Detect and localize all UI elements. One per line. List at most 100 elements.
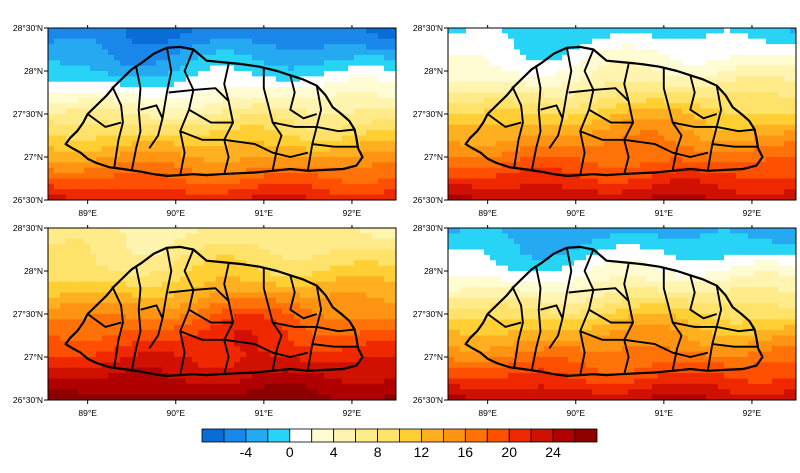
field-cell	[454, 151, 461, 158]
field-cell	[216, 130, 223, 137]
field-cell	[760, 146, 767, 153]
field-cell	[246, 65, 253, 72]
field-cell	[240, 119, 247, 126]
field-cell	[138, 233, 145, 240]
field-cell	[144, 108, 151, 115]
field-cell	[784, 108, 791, 115]
field-cell	[670, 54, 677, 61]
field-cell	[270, 140, 277, 147]
field-cell	[294, 178, 301, 185]
field-cell	[372, 297, 379, 304]
field-cell	[108, 254, 115, 261]
field-cell	[348, 167, 355, 174]
field-cell	[222, 254, 229, 261]
field-cell	[48, 162, 55, 169]
field-cell	[772, 81, 779, 88]
field-cell	[144, 281, 151, 288]
field-cell	[610, 183, 617, 190]
field-cell	[324, 292, 331, 299]
field-cell	[228, 173, 235, 180]
field-cell	[670, 140, 677, 147]
field-cell	[616, 103, 623, 110]
field-cell	[628, 167, 635, 174]
field-cell	[366, 60, 373, 67]
field-cell	[330, 335, 337, 342]
field-cell	[682, 130, 689, 137]
field-cell	[646, 60, 653, 67]
field-cell	[288, 228, 295, 234]
field-cell	[186, 60, 193, 67]
field-cell	[706, 119, 713, 126]
field-cell	[312, 194, 319, 200]
field-cell	[102, 44, 109, 51]
field-cell	[336, 87, 343, 94]
field-cell	[372, 281, 379, 288]
field-cell	[682, 103, 689, 110]
field-cell	[168, 108, 175, 115]
field-cell	[658, 97, 665, 104]
field-cell	[460, 28, 467, 34]
field-cell	[742, 119, 749, 126]
field-cell	[132, 114, 139, 120]
field-cell	[372, 271, 379, 277]
field-cell	[466, 33, 473, 40]
field-cell	[90, 276, 97, 283]
field-cell	[754, 124, 761, 131]
field-cell	[276, 183, 283, 190]
field-cell	[592, 124, 599, 131]
field-cell	[574, 81, 581, 88]
field-cell	[592, 162, 599, 169]
field-cell	[592, 33, 599, 40]
field-cell	[330, 97, 337, 104]
field-cell	[520, 38, 527, 45]
field-cell	[96, 254, 103, 261]
field-cell	[384, 124, 391, 131]
field-cell	[448, 189, 455, 196]
field-cell	[664, 60, 671, 67]
field-cell	[60, 146, 67, 153]
field-cell	[126, 151, 133, 158]
field-cell	[312, 151, 319, 158]
field-cell	[760, 162, 767, 169]
field-cell	[186, 297, 193, 304]
field-cell	[616, 135, 623, 142]
field-cell	[366, 297, 373, 304]
field-cell	[484, 65, 491, 72]
field-cell	[790, 97, 796, 104]
field-cell	[366, 97, 373, 104]
field-cell	[174, 260, 181, 267]
field-cell	[198, 140, 205, 147]
lat-tick-label: 27°N	[424, 152, 443, 162]
field-cell	[288, 254, 295, 261]
field-cell	[384, 157, 391, 163]
field-cell	[54, 76, 61, 83]
field-cell	[772, 71, 779, 77]
field-cell	[646, 119, 653, 126]
field-cell	[90, 76, 97, 83]
field-cell	[168, 228, 175, 234]
field-cell	[282, 324, 289, 331]
field-cell	[306, 335, 313, 342]
field-cell	[790, 194, 796, 200]
field-cell	[270, 124, 277, 131]
field-cell	[108, 44, 115, 51]
field-cell	[324, 228, 331, 234]
field-cell	[144, 303, 151, 310]
field-cell	[472, 71, 479, 77]
field-cell	[180, 271, 187, 277]
field-cell	[90, 71, 97, 77]
field-cell	[772, 114, 779, 120]
field-cell	[84, 124, 91, 131]
field-cell	[90, 260, 97, 267]
field-cell	[384, 178, 391, 185]
field-cell	[246, 76, 253, 83]
field-cell	[144, 44, 151, 51]
district-boundary	[624, 138, 709, 158]
field-cell	[616, 140, 623, 147]
field-cell	[84, 260, 91, 267]
field-cell	[300, 135, 307, 142]
field-cell	[54, 228, 61, 234]
field-cell	[330, 140, 337, 147]
field-cell	[198, 276, 205, 283]
field-cell	[508, 81, 515, 88]
